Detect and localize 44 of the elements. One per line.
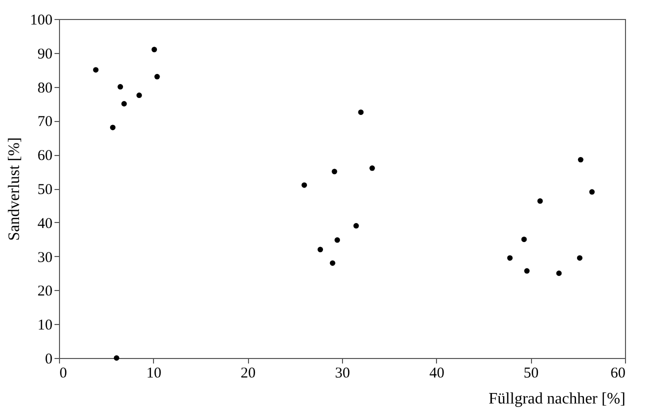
point: [589, 189, 595, 195]
point: [576, 255, 582, 261]
y-tick-label: 70: [38, 114, 52, 130]
y-tick-label: 10: [38, 318, 52, 334]
point: [353, 223, 359, 229]
x-tick-label: 0: [60, 366, 67, 382]
point: [136, 92, 142, 98]
y-tick-label: 40: [38, 216, 52, 232]
y-axis-title: Sandverlust [%]: [6, 137, 23, 241]
y-tick-label: 20: [38, 284, 52, 300]
point: [358, 109, 364, 115]
y-tick-label: 0: [45, 352, 52, 368]
y-tick-label: 30: [38, 250, 52, 266]
point: [114, 355, 120, 361]
point: [154, 74, 160, 80]
point: [93, 67, 99, 73]
point: [556, 270, 562, 276]
point: [537, 198, 543, 204]
y-tick-label: 80: [38, 80, 52, 96]
point: [318, 246, 324, 252]
x-tick-label: 10: [146, 366, 162, 382]
point: [524, 268, 530, 274]
x-tick-label: 20: [240, 366, 256, 382]
point: [521, 236, 527, 242]
point: [578, 156, 584, 162]
point: [330, 260, 336, 266]
point: [334, 237, 340, 243]
x-tick-label: 60: [610, 366, 626, 382]
y-tick-label: 60: [38, 148, 52, 164]
y-tick-label: 100: [30, 12, 52, 28]
x-tick-label: 40: [429, 366, 444, 382]
y-tick-label: 90: [38, 46, 52, 62]
x-tick-label: 30: [335, 366, 350, 382]
point: [332, 168, 338, 174]
point: [302, 182, 308, 188]
point: [507, 255, 513, 261]
x-tick-label: 50: [524, 366, 539, 382]
x-axis-title: Füllgrad nachher [%]: [488, 390, 626, 408]
point: [369, 165, 375, 171]
point: [110, 124, 116, 130]
y-tick-label: 50: [38, 182, 52, 198]
point: [118, 84, 124, 90]
point: [152, 46, 158, 52]
point: [121, 101, 127, 106]
